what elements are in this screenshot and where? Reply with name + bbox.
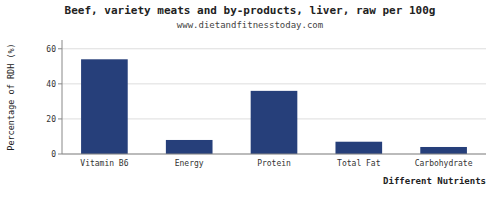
- x-tick-label: Carbohydrate: [415, 159, 473, 168]
- bar: [335, 142, 382, 154]
- y-tick: [58, 83, 62, 84]
- y-axis: 0 20 40 60: [46, 45, 62, 159]
- x-tick-label: Energy: [175, 159, 204, 168]
- x-tick-label: Total Fat: [337, 159, 381, 168]
- y-axis-label: Percentage of RDH (%): [6, 43, 16, 150]
- y-tick-label: 60: [46, 45, 56, 54]
- y-tick-label: 20: [46, 115, 56, 124]
- y-tick: [58, 48, 62, 49]
- y-tick-label: 0: [51, 150, 56, 159]
- y-tick: [58, 154, 62, 155]
- bar: [81, 59, 128, 154]
- x-tick-label: Vitamin B6: [80, 159, 128, 168]
- grid-line: [62, 48, 486, 49]
- grid-line: [62, 154, 486, 155]
- chart: Beef, variety meats and by-products, liv…: [0, 0, 500, 200]
- x-axis-label: Different Nutrients: [383, 176, 486, 186]
- y-tick: [58, 118, 62, 119]
- x-axis-line: [62, 154, 486, 155]
- bar: [251, 91, 298, 154]
- title: Beef, variety meats and by-products, liv…: [65, 4, 436, 17]
- bars: [81, 59, 467, 154]
- x-tick-label: Protein: [257, 159, 291, 168]
- bar: [166, 140, 213, 154]
- grid: [62, 49, 486, 154]
- y-axis-line: [62, 40, 63, 154]
- y-tick-label: 40: [46, 80, 56, 89]
- subtitle: www.dietandfitnesstoday.com: [177, 20, 323, 30]
- x-axis: Vitamin B6 Energy Protein Total Fat Carbohyd…: [80, 159, 472, 168]
- bar: [420, 147, 467, 154]
